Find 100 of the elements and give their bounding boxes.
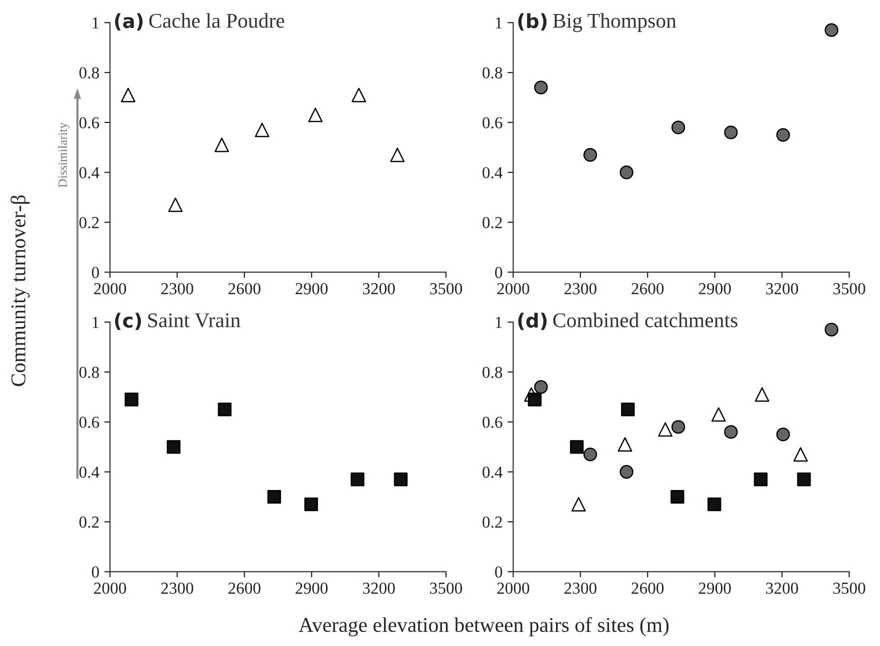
x-tick-label: 2900 <box>296 582 328 594</box>
point <box>394 472 408 486</box>
text: Dissimilarity <box>58 122 70 188</box>
x-tick-label: 2900 <box>296 283 328 294</box>
chart-title: (c) <box>115 312 141 330</box>
y-tick-label: 0.6 <box>482 416 502 428</box>
point <box>570 440 584 454</box>
point <box>670 490 684 504</box>
x-tick-label: 3200 <box>766 283 798 294</box>
x-axis-title: Average elevation between pairs of sites (m) <box>298 617 669 636</box>
point <box>571 497 586 512</box>
x-tick-label: 2300 <box>564 582 596 594</box>
point <box>254 122 270 138</box>
point <box>620 465 634 479</box>
point <box>708 497 722 512</box>
y-tick-label: 0 <box>92 266 99 278</box>
point <box>824 23 838 37</box>
point <box>671 420 686 434</box>
y-tick-label: 0 <box>495 566 502 578</box>
x-tick-label: 2000 <box>94 582 126 594</box>
x-tick-label: 3200 <box>766 582 798 594</box>
chart-subtitle: Combined catchments <box>553 312 738 328</box>
point <box>583 448 598 462</box>
point <box>528 392 542 406</box>
point <box>166 440 180 454</box>
x-tick-label: 3200 <box>362 283 395 294</box>
y-tick-label: 0.8 <box>482 366 502 378</box>
y-tick-label: 0.4 <box>482 466 503 478</box>
point <box>724 126 738 140</box>
x-tick-label: 3200 <box>362 582 395 594</box>
y-tick-label: 0.2 <box>482 216 502 228</box>
chart-title: (a) <box>115 13 143 31</box>
point <box>793 447 808 462</box>
point <box>724 425 738 439</box>
chart-title: (b) <box>518 13 547 31</box>
point <box>671 120 686 134</box>
y-tick-label: 0 <box>92 566 99 578</box>
point <box>124 392 138 406</box>
y-tick-label: 0.2 <box>79 216 99 228</box>
y-tick-label: 1 <box>92 316 99 328</box>
point <box>168 198 183 212</box>
point <box>534 380 548 394</box>
x-tick-label: 2600 <box>632 582 664 594</box>
x-tick-label: 2000 <box>497 582 530 594</box>
y-tick-label: 0.6 <box>79 117 100 128</box>
point <box>824 322 838 336</box>
x-tick-label: 2300 <box>564 283 596 294</box>
point <box>658 422 673 437</box>
x-tick-label: 2300 <box>161 582 194 594</box>
y-tick-label: 0.8 <box>482 67 502 79</box>
y-tick-label: 1 <box>92 17 99 28</box>
point <box>120 88 136 102</box>
x-tick-label: 2600 <box>228 283 260 294</box>
chart-subtitle: Saint Vrain <box>148 313 240 328</box>
point <box>218 402 232 416</box>
chart-subtitle: Big Thompson <box>553 13 676 32</box>
point <box>350 472 364 486</box>
y-tick-label: 1 <box>496 17 502 28</box>
y-tick-label: 0 <box>495 266 502 278</box>
x-tick-label: 2000 <box>497 283 530 294</box>
x-tick-label: 2900 <box>698 582 731 594</box>
y-tick-label: 0.4 <box>482 167 503 178</box>
point <box>583 148 598 162</box>
y-tick-label: 0.6 <box>482 117 502 128</box>
x-tick-label: 2300 <box>161 283 194 294</box>
point <box>304 497 318 512</box>
point <box>352 88 366 102</box>
chart-title: (d) <box>518 312 547 330</box>
x-tick-label: 3500 <box>833 582 866 594</box>
point <box>754 387 770 402</box>
point <box>267 490 282 504</box>
y-tick-label: 0.4 <box>79 167 100 178</box>
y-tick-label: 0.2 <box>79 516 99 528</box>
point <box>776 428 790 442</box>
x-tick-label: 2600 <box>632 283 664 294</box>
x-tick-label: 2900 <box>698 283 731 294</box>
point <box>621 402 635 416</box>
point <box>308 108 323 122</box>
x-tick-label: 3500 <box>430 283 462 294</box>
chart-subtitle: Cache la Poudre <box>149 13 284 28</box>
y-tick-label: 0.2 <box>482 516 502 528</box>
point <box>620 166 634 180</box>
y-tick-label: 1 <box>496 316 502 328</box>
y-tick-label: 0.6 <box>79 416 100 428</box>
y-tick-label: 0.8 <box>79 67 99 79</box>
point <box>534 80 548 94</box>
point <box>618 437 632 452</box>
x-tick-label: 2600 <box>228 582 260 594</box>
point <box>754 472 768 486</box>
y-tick-label: 0.8 <box>79 366 99 378</box>
point <box>390 148 405 162</box>
y-axis-title: Community turnover-β <box>10 195 30 386</box>
x-tick-label: 3500 <box>833 283 866 294</box>
point <box>711 407 726 422</box>
x-tick-label: 2000 <box>94 283 126 294</box>
point <box>797 472 811 486</box>
point <box>776 128 790 142</box>
x-tick-label: 3500 <box>430 582 462 594</box>
point <box>214 138 229 152</box>
y-tick-label: 0.4 <box>79 466 100 478</box>
